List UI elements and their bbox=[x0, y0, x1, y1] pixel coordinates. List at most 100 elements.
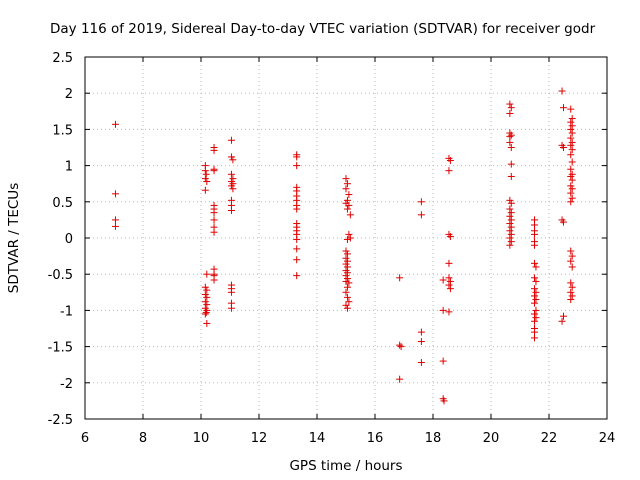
data-point bbox=[506, 212, 514, 220]
data-point bbox=[227, 170, 235, 178]
x-tick-label: 16 bbox=[367, 431, 384, 446]
y-tick-label: -2.5 bbox=[48, 413, 73, 428]
x-tick-label: 6 bbox=[81, 431, 89, 446]
data-point bbox=[201, 283, 209, 291]
data-point bbox=[506, 109, 514, 117]
data-point bbox=[227, 182, 235, 190]
data-point bbox=[446, 233, 454, 241]
data-point bbox=[445, 281, 453, 289]
data-point bbox=[567, 172, 575, 180]
data-point bbox=[506, 205, 514, 213]
data-point bbox=[439, 357, 447, 365]
data-point bbox=[203, 270, 211, 278]
data-point bbox=[342, 247, 350, 255]
data-point bbox=[506, 138, 514, 146]
x-tick-label: 18 bbox=[425, 431, 442, 446]
data-point bbox=[567, 118, 575, 126]
data-point bbox=[203, 319, 211, 327]
data-point bbox=[202, 170, 210, 178]
data-point bbox=[202, 309, 210, 317]
data-point bbox=[343, 250, 351, 258]
data-point bbox=[568, 115, 576, 123]
data-point bbox=[568, 146, 576, 154]
y-tick-label: 2 bbox=[65, 87, 73, 102]
data-point bbox=[507, 199, 515, 207]
data-point bbox=[568, 292, 576, 300]
data-point bbox=[343, 304, 351, 312]
y-tick-label: 0 bbox=[65, 232, 73, 247]
data-point bbox=[568, 129, 576, 137]
data-point bbox=[293, 153, 301, 161]
data-point bbox=[343, 196, 351, 204]
data-point bbox=[343, 283, 351, 291]
data-point bbox=[293, 235, 301, 243]
data-point bbox=[531, 299, 538, 307]
data-point bbox=[293, 272, 301, 280]
data-point bbox=[567, 198, 575, 206]
data-point bbox=[446, 277, 454, 285]
data-point bbox=[567, 151, 575, 159]
data-point bbox=[440, 397, 448, 405]
data-point bbox=[445, 308, 453, 316]
data-point bbox=[345, 230, 353, 238]
data-point bbox=[568, 194, 576, 202]
data-point bbox=[506, 196, 514, 204]
data-point bbox=[532, 296, 540, 304]
data-point bbox=[293, 205, 301, 213]
data-point bbox=[506, 234, 514, 242]
data-point bbox=[343, 180, 351, 188]
x-axis: 6 8 10 12 14 16 18 20 22 24 bbox=[81, 57, 615, 446]
data-point bbox=[343, 275, 351, 283]
data-point bbox=[396, 341, 404, 349]
data-point bbox=[531, 230, 538, 238]
data-point bbox=[560, 218, 567, 226]
x-tick-label: 22 bbox=[541, 431, 558, 446]
data-point bbox=[342, 260, 350, 268]
data-point bbox=[417, 211, 425, 219]
data-point bbox=[343, 293, 351, 301]
data-point bbox=[293, 162, 301, 170]
data-point bbox=[417, 359, 425, 367]
data-point bbox=[201, 290, 209, 298]
data-point bbox=[345, 201, 353, 209]
data-point bbox=[531, 259, 538, 267]
x-tick-label: 8 bbox=[139, 431, 147, 446]
y-tick-label: 2.5 bbox=[52, 51, 73, 66]
data-point bbox=[567, 125, 575, 133]
data-point bbox=[446, 285, 454, 293]
data-point bbox=[445, 167, 453, 175]
y-tick-label: 1 bbox=[65, 160, 73, 175]
y-tick-label: -2 bbox=[60, 377, 73, 392]
data-points bbox=[111, 87, 576, 405]
data-point bbox=[567, 165, 575, 173]
data-point bbox=[506, 220, 514, 228]
data-point bbox=[229, 156, 237, 164]
data-point bbox=[531, 241, 538, 249]
data-point bbox=[507, 104, 515, 112]
data-point bbox=[111, 120, 119, 128]
data-point bbox=[417, 328, 425, 336]
data-point bbox=[201, 167, 209, 175]
data-point bbox=[346, 234, 354, 242]
data-point bbox=[532, 277, 540, 285]
data-point bbox=[210, 276, 218, 284]
data-point bbox=[343, 235, 351, 243]
data-point bbox=[227, 304, 235, 312]
data-point bbox=[396, 274, 404, 282]
data-point bbox=[567, 279, 575, 287]
data-point bbox=[558, 87, 566, 95]
x-tick-label: 12 bbox=[251, 431, 268, 446]
data-point bbox=[111, 216, 119, 224]
data-point bbox=[560, 144, 567, 151]
data-point bbox=[445, 274, 453, 282]
data-point bbox=[567, 141, 575, 149]
data-point bbox=[532, 314, 540, 322]
data-point bbox=[560, 104, 567, 112]
data-point bbox=[445, 259, 453, 267]
data-point bbox=[567, 189, 575, 197]
data-point bbox=[531, 285, 538, 293]
data-point bbox=[342, 277, 350, 285]
data-point bbox=[507, 144, 515, 151]
data-point bbox=[203, 293, 211, 301]
